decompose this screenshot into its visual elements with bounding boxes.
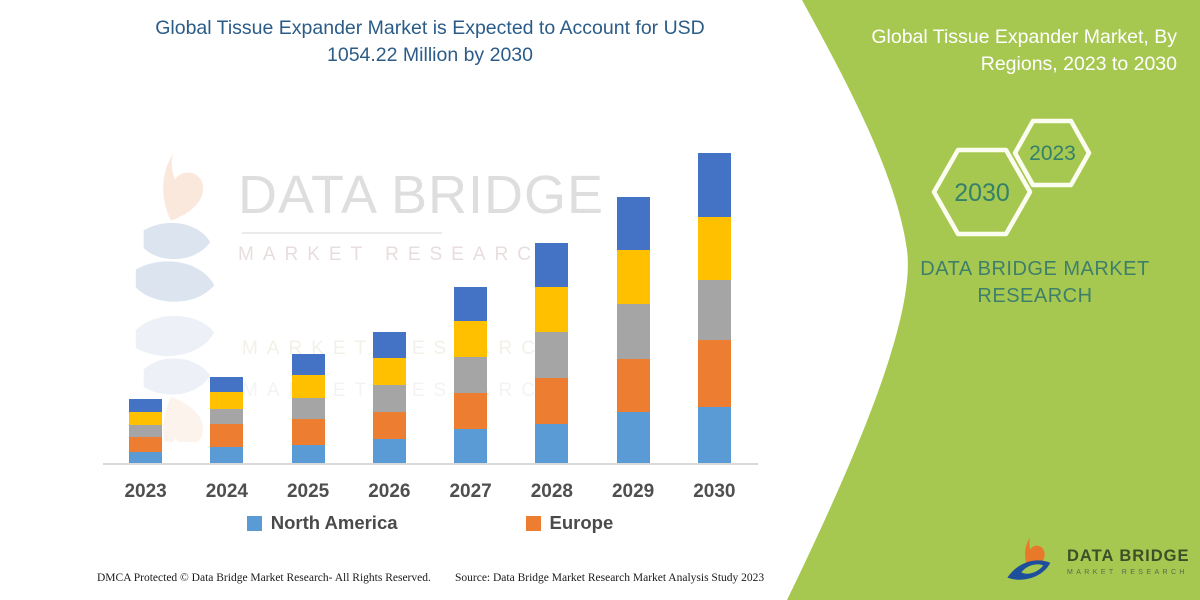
bar-segment (616, 197, 650, 250)
bar-segment (697, 407, 731, 464)
x-axis-label: 2027 (449, 481, 492, 502)
bar-segment (616, 304, 650, 359)
legend-label: North America (270, 512, 398, 533)
stacked-bar-2025 (291, 354, 325, 464)
bar-segment (291, 445, 325, 464)
bar-segment (129, 425, 163, 437)
bar-segment (129, 437, 163, 452)
company-logo-texts: DATA BRIDGE MARKET RESEARCH (1067, 547, 1190, 576)
bar-segment (697, 280, 731, 340)
bar-segment (697, 217, 731, 280)
x-axis-line (103, 463, 758, 465)
x-axis-label: 2025 (286, 481, 330, 502)
stacked-bar-2023 (129, 399, 163, 464)
hexagon-year-2030: 2030 (954, 179, 1010, 207)
chart-title-line1: Global Tissue Expander Market is Expecte… (155, 17, 705, 39)
chart-title: Global Tissue Expander Market is Expecte… (110, 15, 750, 69)
bar-segment (372, 412, 406, 439)
x-axis-label: 2029 (611, 481, 655, 502)
bar-segment (372, 439, 406, 464)
panel-brand-text: DATA BRIDGE MARKET RESEARCH (905, 256, 1165, 310)
x-axis-label: 2028 (530, 481, 574, 502)
bar-segment (210, 377, 244, 392)
bar-segment (697, 340, 731, 407)
stacked-bar-2030 (697, 153, 731, 464)
bar-segment (291, 375, 325, 398)
stacked-bar-2028 (535, 243, 569, 464)
bar-segment (291, 419, 325, 445)
legend-swatch (246, 515, 262, 531)
chart-title-line2: 1054.22 Million by 2030 (327, 44, 533, 66)
bar-segment (535, 424, 569, 464)
legend-item: North America (246, 512, 398, 534)
hexagon-year-2023: 2023 (1029, 142, 1076, 165)
legend-label: Europe (549, 512, 614, 533)
bar-segment (616, 412, 650, 464)
bar-segment (697, 153, 731, 217)
stacked-bar-2026 (372, 332, 406, 464)
bar-segment (535, 332, 569, 378)
bar-segment (291, 354, 325, 375)
bar-segment (210, 447, 244, 464)
bar-segment (616, 250, 650, 304)
stacked-bar-2027 (454, 287, 488, 464)
x-axis-label: 2026 (368, 481, 411, 502)
x-axis-label: 2023 (124, 481, 167, 502)
bar-segment (454, 321, 488, 357)
hexagons-icon (931, 118, 1092, 237)
bar-segment (616, 359, 650, 412)
panel-title: Global Tissue Expander Market, By Region… (817, 24, 1177, 78)
company-logo: DATA BRIDGE MARKET RESEARCH (1003, 535, 1190, 587)
bar-segment (372, 332, 406, 358)
panel-brand-line1: DATA BRIDGE MARKET (920, 258, 1150, 280)
bar-segment (454, 393, 488, 429)
panel-title-line2: Regions, 2023 to 2030 (980, 53, 1177, 75)
panel-title-line1: Global Tissue Expander Market, By (871, 26, 1177, 48)
x-axis-label: 2024 (205, 481, 249, 502)
bar-segment (535, 243, 569, 287)
bar-segment (129, 412, 163, 425)
bar-segment (372, 385, 406, 412)
bar-segment (210, 392, 244, 409)
chart-legend: North America Europe (105, 512, 755, 534)
bar-segment (210, 424, 244, 447)
dbmr-logo-icon (1007, 537, 1051, 580)
dmca-note: DMCA Protected © Data Bridge Market Rese… (97, 572, 431, 584)
stacked-bar-2029 (616, 197, 650, 464)
bar-segment (535, 287, 569, 332)
stacked-bar-2024 (210, 377, 244, 464)
company-logo-subtitle: MARKET RESEARCH (1067, 568, 1188, 576)
company-logo-name: DATA BRIDGE (1067, 546, 1190, 565)
x-axis-label: 2030 (693, 481, 736, 502)
legend-swatch (525, 515, 541, 531)
bar-segment (535, 378, 569, 424)
legend-item: Europe (525, 512, 614, 534)
panel-brand-line2: RESEARCH (977, 285, 1093, 307)
bar-segment (291, 398, 325, 419)
bar-segment (210, 409, 244, 424)
source-note: Source: Data Bridge Market Research Mark… (455, 572, 765, 584)
bar-segment (129, 399, 163, 412)
bar-segment (129, 452, 163, 464)
bar-segment (454, 287, 488, 321)
bar-segment (454, 429, 488, 464)
bar-segment (454, 357, 488, 393)
bar-segment (372, 358, 406, 385)
